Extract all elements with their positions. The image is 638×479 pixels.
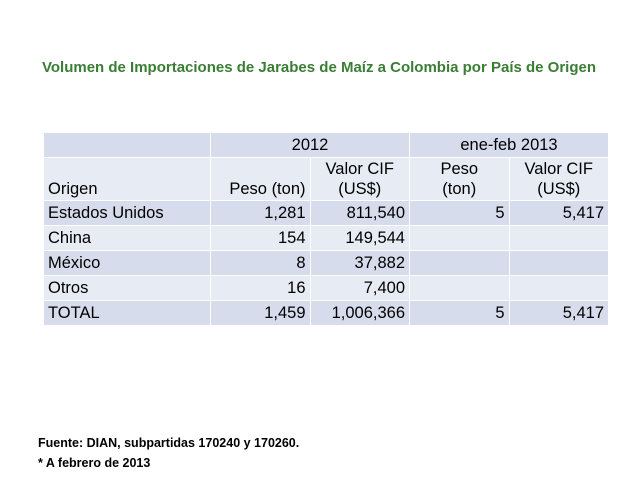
page-title: Volumen de Importaciones de Jarabes de M… [41,59,597,76]
cell-peso-2012: 16 [210,275,311,301]
header-peso-2013-line1: Peso [440,160,479,178]
header-peso-2013-line2: (ton) [442,180,477,198]
cell-valor-2012: 811,540 [309,200,410,226]
cell-peso-2012: 1,281 [210,200,311,226]
table-row: Estados Unidos 1,281 811,540 5 5,417 [43,200,609,226]
date-note: * A febrero de 2013 [38,456,151,470]
cell-origen: TOTAL [43,300,211,326]
table-row: Otros 16 7,400 [43,275,609,301]
header-peso-2012: Peso (ton) [210,157,311,201]
header-valor-2012-line2: (US$) [338,180,382,198]
cell-peso-2012: 154 [210,225,311,251]
header-valor-2013: Valor CIF (US$) [508,157,609,201]
cell-valor-2013 [508,225,609,251]
source-note: Fuente: DIAN, subpartidas 170240 y 17026… [38,436,300,450]
cell-valor-2013: 5,417 [508,300,609,326]
column-header-row: Origen Peso (ton) Valor CIF (US$) Peso (to… [43,157,609,201]
empty-header-cell [43,132,211,158]
cell-peso-2013 [409,275,510,301]
cell-valor-2013 [508,250,609,276]
imports-table: 2012 ene-feb 2013 Origen Peso (ton) Valo… [43,132,609,326]
header-valor-2012: Valor CIF (US$) [309,157,410,201]
cell-valor-2013 [508,275,609,301]
table-row: China 154 149,544 [43,225,609,251]
footer: Fuente: DIAN, subpartidas 170240 y 17026… [38,433,299,473]
cell-valor-2013: 5,417 [508,200,609,226]
header-origen: Origen [43,157,211,201]
cell-origen: México [43,250,211,276]
header-valor-2013-line1: Valor CIF [524,160,593,178]
group-header-2013: ene-feb 2013 [409,132,609,158]
cell-peso-2012: 1,459 [210,300,311,326]
cell-origen: China [43,225,211,251]
header-valor-2013-line2: (US$) [537,180,581,198]
cell-origen: Estados Unidos [43,200,211,226]
cell-peso-2013: 5 [409,300,510,326]
cell-origen: Otros [43,275,211,301]
cell-peso-2012: 8 [210,250,311,276]
group-header-row: 2012 ene-feb 2013 [43,132,609,158]
cell-valor-2012: 37,882 [309,250,410,276]
table-row-total: TOTAL 1,459 1,006,366 5 5,417 [43,300,609,326]
cell-valor-2012: 149,544 [309,225,410,251]
cell-peso-2013 [409,250,510,276]
group-header-2012: 2012 [210,132,410,158]
cell-peso-2013 [409,225,510,251]
cell-valor-2012: 1,006,366 [309,300,410,326]
header-peso-2013: Peso (ton) [409,157,510,201]
header-valor-2012-line1: Valor CIF [325,160,394,178]
table-row: México 8 37,882 [43,250,609,276]
cell-valor-2012: 7,400 [309,275,410,301]
cell-peso-2013: 5 [409,200,510,226]
